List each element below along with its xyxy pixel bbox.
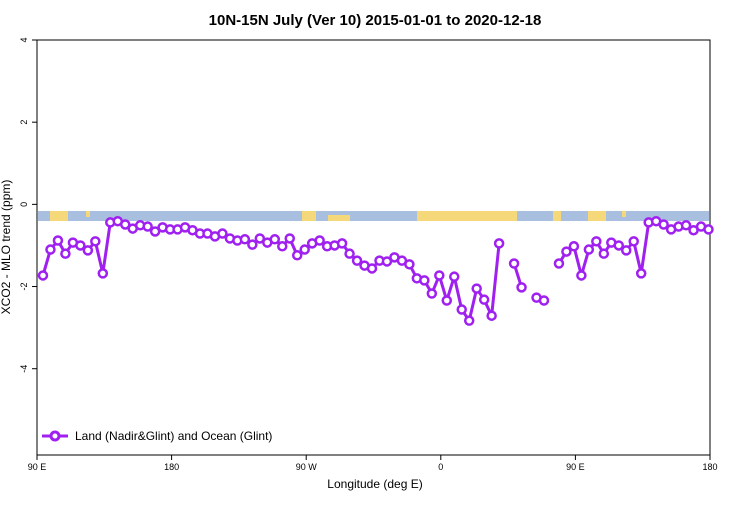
data-point [404, 259, 415, 270]
x-axis-title: Longitude (deg E) [327, 477, 422, 491]
data-point [486, 310, 497, 321]
data-point [97, 268, 109, 279]
data-point [254, 233, 266, 244]
data-point [419, 275, 430, 286]
y-tick-label: 2 [19, 120, 29, 125]
legend-marker [49, 430, 61, 442]
data-point [680, 220, 692, 231]
data-point [613, 240, 625, 251]
data-point [703, 224, 714, 235]
y-axis-title: XCO2 - MLO trend (ppm) [0, 180, 13, 315]
x-tick-label: 180 [164, 462, 179, 472]
data-point [561, 246, 572, 257]
data-point [381, 256, 393, 267]
data-point [366, 263, 378, 274]
plot-frame [36, 39, 711, 456]
data-point [658, 219, 669, 230]
data-point [344, 248, 355, 259]
data-point [82, 245, 94, 256]
data-point [568, 241, 580, 252]
data-point [628, 236, 639, 247]
x-tick-label: 90 E [566, 462, 585, 472]
data-point [142, 221, 153, 232]
data-point [90, 236, 101, 247]
data-point [52, 235, 64, 246]
x-tick-label: 90 E [28, 462, 47, 472]
data-point [426, 288, 438, 299]
data-point [516, 282, 527, 293]
data-point [583, 244, 595, 255]
data-point [60, 248, 71, 259]
data-point [37, 270, 49, 281]
legend-label: Land (Nadir&Glint) and Ocean (Glint) [75, 429, 272, 443]
data-point [478, 294, 490, 305]
x-tick-label: 0 [438, 462, 443, 472]
legend: Land (Nadir&Glint) and Ocean (Glint) [42, 429, 272, 443]
data-point [508, 258, 520, 269]
data-point [553, 258, 565, 269]
data-point [284, 233, 295, 244]
data-point [269, 234, 281, 245]
data-point [336, 238, 348, 249]
y-tick-label: -2 [19, 283, 29, 291]
data-point [239, 234, 251, 245]
data-point [149, 226, 161, 237]
y-tick-label: -4 [19, 365, 29, 373]
data-point [493, 238, 505, 249]
data-point [576, 270, 587, 281]
data-point [620, 245, 632, 256]
chart-title: 10N-15N July (Ver 10) 2015-01-01 to 2020… [209, 12, 542, 29]
data-point [635, 268, 647, 279]
data-point [314, 235, 325, 246]
data-point [217, 228, 228, 239]
data-point [434, 270, 445, 281]
data-point [538, 295, 550, 306]
data-point [119, 219, 131, 230]
data-point [299, 244, 310, 255]
data-point [463, 315, 475, 326]
data-point [449, 271, 460, 282]
x-tick-label: 90 W [296, 462, 318, 472]
map-band [38, 211, 709, 221]
data-point [247, 239, 258, 250]
data-point [591, 236, 602, 247]
data-point [291, 250, 303, 261]
y-tick-label: 0 [19, 202, 29, 207]
data-point [351, 255, 363, 266]
data-point [277, 241, 288, 252]
data-point [75, 240, 86, 251]
data-point [45, 244, 56, 255]
x-tick-label: 180 [702, 462, 717, 472]
data-point [456, 304, 467, 315]
data-point [598, 248, 610, 259]
data-point [471, 283, 482, 294]
y-tick-label: 4 [19, 37, 29, 42]
data-point [441, 295, 453, 306]
